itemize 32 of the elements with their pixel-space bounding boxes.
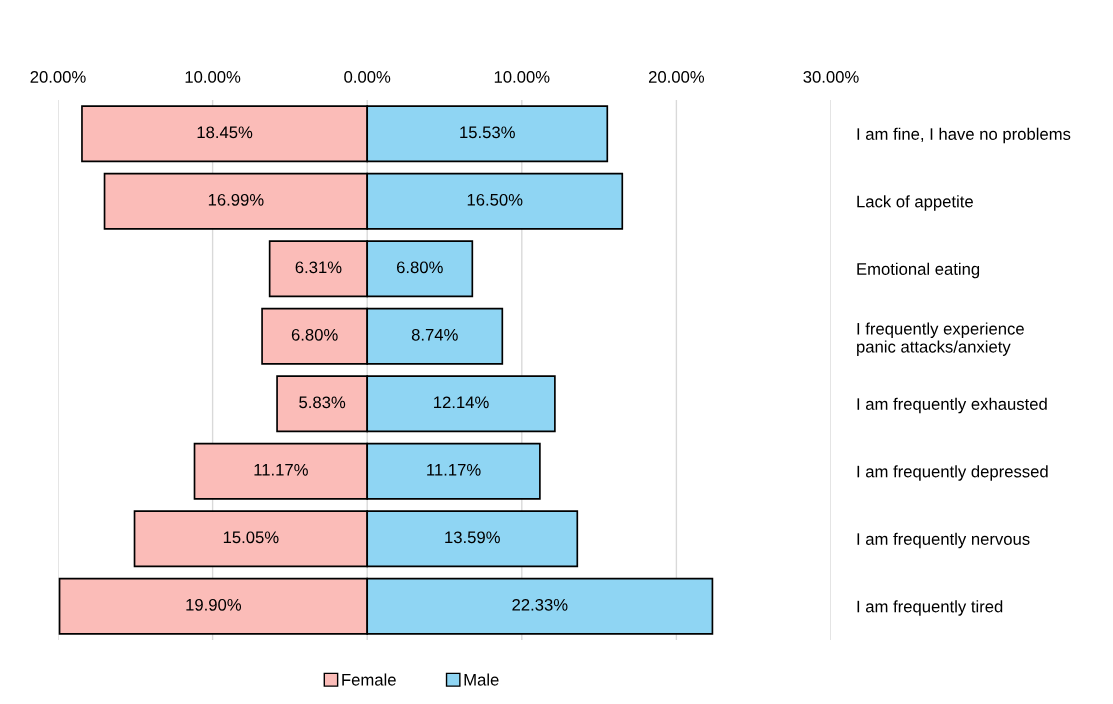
data-label: 11.17% bbox=[254, 463, 308, 476]
x-tick-label: 20.00% bbox=[30, 71, 86, 83]
y-tick-label: Emotional eating bbox=[857, 262, 980, 279]
data-label: 11.17% bbox=[427, 463, 481, 476]
legend-label: Female bbox=[342, 673, 396, 686]
y-tick-label: I am frequently nervous bbox=[857, 532, 1030, 549]
legend-label: Male bbox=[464, 673, 499, 686]
y-tick-label: I am frequently tired bbox=[857, 600, 1003, 616]
y-tick-label: I am fine, I have no problems bbox=[857, 127, 1071, 144]
data-label: 16.50% bbox=[467, 193, 523, 206]
data-label: 22.33% bbox=[512, 598, 568, 611]
data-label: 13.59% bbox=[445, 531, 500, 544]
data-label: 6.31% bbox=[295, 261, 342, 274]
y-tick-label: Lack of appetite bbox=[857, 195, 973, 211]
x-tick-label: 30.00% bbox=[803, 71, 859, 83]
x-tick-label: 10.00% bbox=[185, 71, 241, 83]
data-label: 18.45% bbox=[197, 126, 253, 139]
data-label: 15.53% bbox=[460, 126, 515, 139]
x-tick-label: 10.00% bbox=[494, 71, 550, 83]
y-tick-label: I am frequently exhausted bbox=[857, 397, 1047, 414]
data-label: 6.80% bbox=[396, 261, 443, 274]
data-label: 15.05% bbox=[223, 531, 279, 544]
x-tick-label: 20.00% bbox=[648, 71, 705, 83]
data-label: 6.80% bbox=[291, 328, 338, 341]
y-tick-label: I am frequently depressed bbox=[857, 465, 1048, 481]
data-label: 16.99% bbox=[208, 193, 264, 206]
data-label: 5.83% bbox=[299, 396, 346, 409]
data-label: 12.14% bbox=[434, 396, 489, 409]
y-tick-label: I frequently experience panic attacks/anxiety bbox=[857, 322, 1024, 356]
x-tick-label: 0.00% bbox=[344, 71, 391, 83]
data-label: 19.90% bbox=[186, 598, 242, 611]
data-label: 8.74% bbox=[411, 328, 458, 341]
